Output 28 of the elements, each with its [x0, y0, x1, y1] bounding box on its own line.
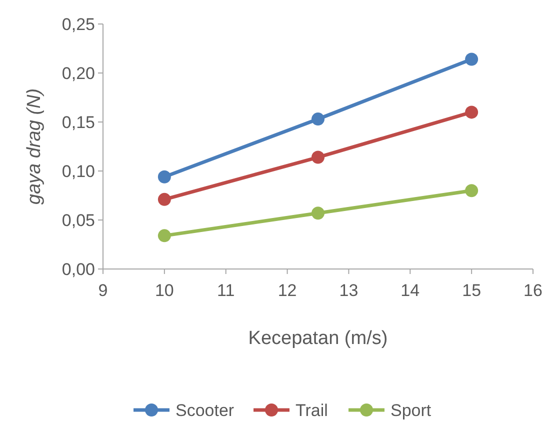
- point: [312, 206, 324, 220]
- y-axis-title: gaya drag (N): [24, 88, 45, 205]
- point: [158, 170, 171, 184]
- y-tick-label: 0,00: [62, 260, 95, 279]
- point: [312, 112, 324, 126]
- x-tick-label: 16: [524, 281, 542, 300]
- legend-label: Trail: [296, 400, 328, 420]
- legend-label: Sport: [390, 400, 432, 420]
- x-tick-label: 15: [462, 281, 482, 300]
- x-tick-label: 9: [98, 281, 108, 300]
- x-tick-label: 11: [217, 281, 235, 300]
- point: [465, 184, 478, 198]
- x-tick-label: 14: [400, 281, 420, 300]
- x-tick-label: 10: [154, 281, 174, 300]
- y-tick-label: 0,05: [62, 210, 95, 230]
- y-tick-label: 0,25: [62, 14, 95, 34]
- x-axis-title: Kecepatan (m/s): [248, 328, 388, 349]
- point: [465, 52, 478, 66]
- point: [158, 229, 171, 242]
- point: [312, 150, 324, 164]
- y-tick-label: 0,15: [62, 112, 95, 132]
- point: [465, 106, 478, 119]
- x-tick-label: 13: [339, 281, 358, 300]
- x-tick-label: 12: [278, 281, 297, 300]
- y-tick-label: 0,20: [62, 64, 95, 83]
- point: [158, 192, 171, 206]
- legend-label: Scooter: [176, 400, 234, 420]
- y-tick-label: 0,10: [62, 162, 95, 181]
